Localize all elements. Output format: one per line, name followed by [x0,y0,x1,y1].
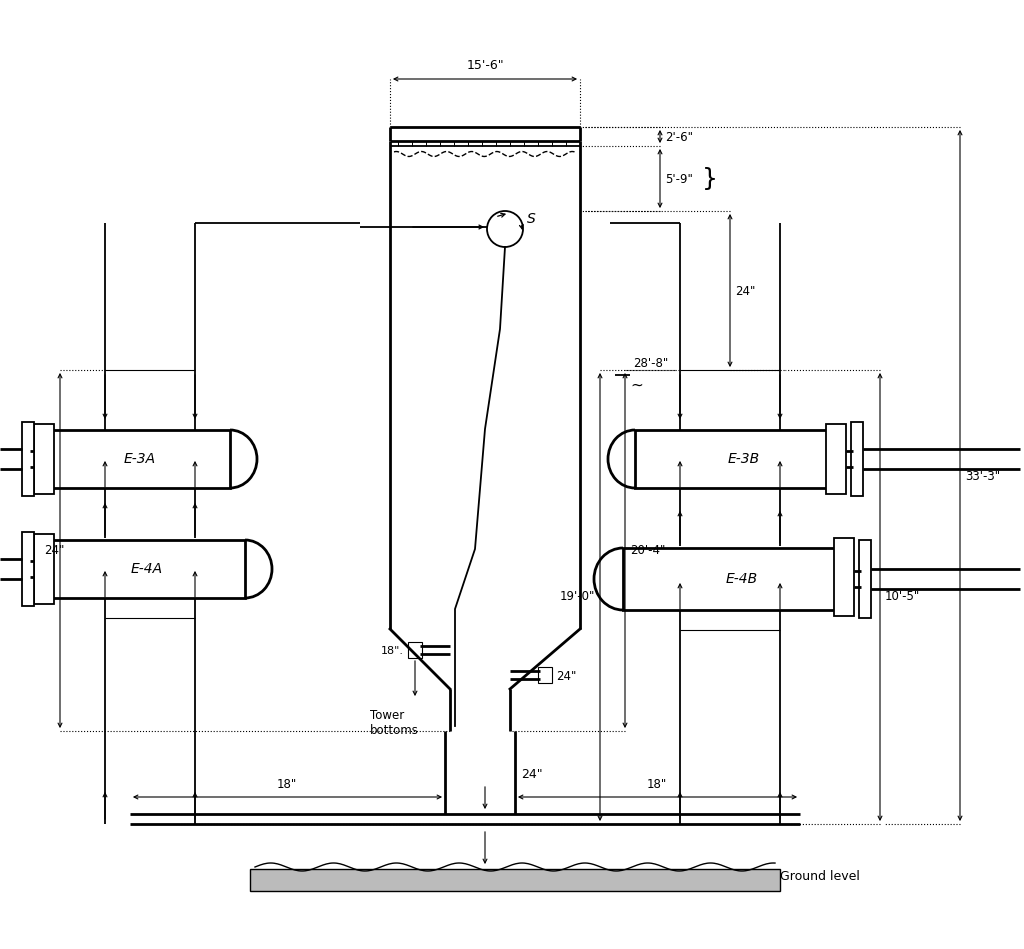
Bar [859,540,871,618]
Text: 2'-6": 2'-6" [665,131,693,143]
Text: E-3A: E-3A [124,452,156,466]
Bar [22,532,34,606]
Text: E-3B: E-3B [728,452,760,466]
Bar [250,869,780,891]
Text: 15'-6": 15'-6" [466,59,504,71]
Text: 24": 24" [735,285,756,297]
Text: Tower
bottoms: Tower bottoms [370,709,419,737]
Text: 24": 24" [44,545,65,557]
Text: }: } [702,167,718,191]
Text: S: S [527,212,536,226]
Text: 5'-9": 5'-9" [665,173,693,185]
Bar [635,430,835,488]
Text: 24": 24" [556,669,577,682]
Bar [834,538,854,616]
Text: 24": 24" [521,769,543,781]
Text: E-4B: E-4B [726,572,758,586]
Bar [52,540,245,598]
Bar [851,422,863,496]
Bar [34,534,54,604]
Text: 18": 18" [647,778,667,791]
Bar [22,422,34,496]
Text: ~: ~ [630,378,643,393]
Text: 33'-3": 33'-3" [965,470,1000,482]
Text: 19'-0": 19'-0" [560,590,595,604]
Text: 28'-8": 28'-8" [633,357,669,369]
Bar [538,667,552,683]
Bar [408,642,422,658]
Text: 10'-5": 10'-5" [885,590,921,604]
Text: E-4A: E-4A [131,562,163,576]
Bar [826,424,846,494]
Text: 18".: 18". [381,646,404,656]
Text: 20'-4": 20'-4" [630,545,666,557]
Bar [52,430,230,488]
Text: Ground level: Ground level [780,870,860,884]
Bar [623,548,843,610]
Bar [34,424,54,494]
Text: 18": 18" [276,778,297,791]
